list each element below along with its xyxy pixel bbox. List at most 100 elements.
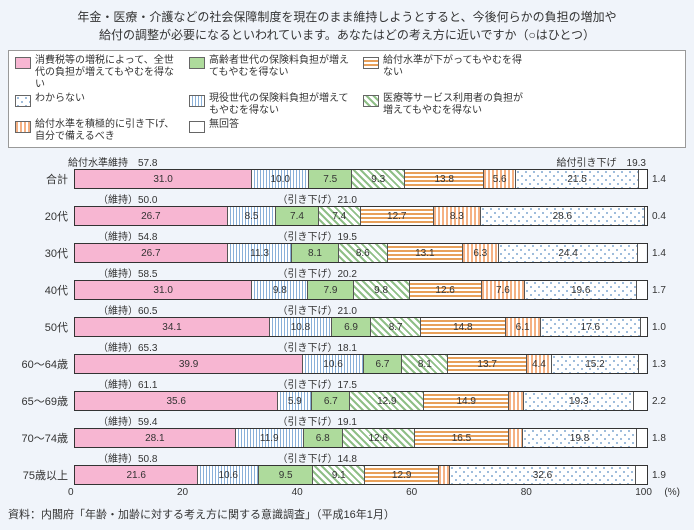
tick: 40 <box>292 487 303 498</box>
bar-wrap: 30代26.711.38.18.613.16.324.41.4 <box>8 243 686 263</box>
legend-swatch <box>189 57 205 69</box>
bar-segment <box>509 392 524 410</box>
bar-segment: 7.9 <box>308 281 353 299</box>
bar-segment: 10.6 <box>303 355 364 373</box>
bar-segment: 14.8 <box>421 318 506 336</box>
legend-item: 給付水準を積極的に引き下げ、自分で備えるべき <box>15 119 175 143</box>
reduce-pct: （引き下げ）19.1 <box>277 413 356 428</box>
bar-wrap: 20代26.78.57.47.412.78.328.60.4 <box>8 206 686 226</box>
reduce-pct: （引き下げ）21.0 <box>277 191 356 206</box>
chart-row: （維持）54.8（引き下げ）19.530代26.711.38.18.613.16… <box>8 228 686 263</box>
maintain-pct: （維持）59.4 <box>98 413 157 428</box>
legend-label: 高齢者世代の保険料負担が増えてもやむを得ない <box>209 55 349 79</box>
bar-segment: 35.6 <box>75 392 278 410</box>
tick: 60 <box>406 487 417 498</box>
bar-segment: 21.6 <box>75 466 198 484</box>
row-annotation: （維持）50.0（引き下げ）21.0 <box>8 191 686 206</box>
legend-label: 給付水準が下がってもやむを得ない <box>383 55 523 79</box>
chart-row: （維持）58.5 （引き下げ）20.240代31.09.87.99.812.67.… <box>8 265 686 300</box>
legend-swatch <box>363 57 379 69</box>
bar-segment <box>645 207 647 225</box>
legend-swatch <box>189 121 205 133</box>
no-answer-value: 1.8 <box>648 433 686 444</box>
y-label: 合計 <box>8 171 74 187</box>
bar-segment: 7.6 <box>482 281 525 299</box>
title-line-1: 年金・医療・介護などの社会保障制度を現在のまま維持しようとすると、今後何らかの負… <box>77 10 616 24</box>
y-label: 70～74歳 <box>8 430 74 446</box>
chart-row: （維持）61.1（引き下げ）17.565～69歳35.65.96.712.914… <box>8 376 686 411</box>
bar-segment: 19.8 <box>523 429 636 447</box>
bar-segment: 10.8 <box>270 318 332 336</box>
bar-segment: 26.7 <box>75 207 228 225</box>
bar-segment: 21.5 <box>516 170 639 188</box>
legend-label: 消費税等の増税によって、全世代の負担が増えてもやむを得ない <box>35 55 175 91</box>
no-answer-value: 1.4 <box>648 248 686 259</box>
chart-row: 合計31.010.07.59.313.85.621.51.4 <box>8 169 686 189</box>
summary-labels: 給付水準維持 57.8 給付引き下げ 19.3 <box>8 154 686 169</box>
legend-item: 現役世代の保険料負担が増えてもやむを得ない <box>189 93 349 117</box>
stacked-bar: 28.111.96.812.616.519.8 <box>74 428 648 448</box>
chart-row: （維持）50.8（引き下げ）14.875歳以上21.610.69.59.112.… <box>8 450 686 485</box>
legend-swatch <box>189 95 205 107</box>
bar-segment: 12.6 <box>410 281 482 299</box>
bar-segment: 9.3 <box>352 170 405 188</box>
bar-segment: 13.7 <box>448 355 526 373</box>
bar-segment <box>509 429 523 447</box>
bar-segment <box>634 392 647 410</box>
legend-item: 高齢者世代の保険料負担が増えてもやむを得ない <box>189 55 349 91</box>
legend-label: 現役世代の保険料負担が増えてもやむを得ない <box>209 93 349 117</box>
bar-segment: 5.6 <box>484 170 516 188</box>
legend-swatch <box>15 95 31 107</box>
bar-segment: 8.1 <box>292 244 338 262</box>
bar-segment: 15.2 <box>552 355 639 373</box>
legend-label: 給付水準を積極的に引き下げ、自分で備えるべき <box>35 119 175 143</box>
no-answer-value: 0.4 <box>648 211 686 222</box>
maintain-pct: （維持）58.5 <box>98 265 157 280</box>
bar-segment: 6.7 <box>312 392 350 410</box>
chart-row: （維持）65.3（引き下げ）18.160～64歳39.910.66.78.113… <box>8 339 686 374</box>
bar-segment: 39.9 <box>75 355 303 373</box>
stacked-bar: 31.010.07.59.313.85.621.5 <box>74 169 648 189</box>
bar-segment: 8.6 <box>339 244 388 262</box>
axis-unit: (%) <box>664 487 680 498</box>
row-annotation: （維持）65.3（引き下げ）18.1 <box>8 339 686 354</box>
bar-wrap: 65～69歳35.65.96.712.914.919.32.2 <box>8 391 686 411</box>
y-label: 30代 <box>8 245 74 261</box>
maintain-label: 給付水準維持 57.8 <box>68 154 157 169</box>
source-citation: 資料：内閣府「年齢・加齢に対する考え方に関する意識調査」（平成16年1月） <box>8 506 686 522</box>
stacked-bar: 34.110.86.98.714.86.117.6 <box>74 317 648 337</box>
bar-segment: 6.7 <box>364 355 402 373</box>
reduce-pct: （引き下げ）19.5 <box>277 228 356 243</box>
reduce-pct: （引き下げ）20.2 <box>277 265 356 280</box>
bar-segment: 7.4 <box>276 207 318 225</box>
maintain-pct: （維持）50.8 <box>98 450 157 465</box>
row-annotation: （維持）60.5（引き下げ）21.0 <box>8 302 686 317</box>
bar-segment: 8.5 <box>228 207 277 225</box>
rows-container: 合計31.010.07.59.313.85.621.51.4（維持）50.0（引… <box>8 169 686 485</box>
y-label: 65～69歳 <box>8 393 74 409</box>
stacked-bar: 35.65.96.712.914.919.3 <box>74 391 648 411</box>
row-annotation: （維持）50.8（引き下げ）14.8 <box>8 450 686 465</box>
legend-swatch <box>15 121 31 133</box>
bar-segment: 8.3 <box>434 207 481 225</box>
bar-segment: 26.7 <box>75 244 228 262</box>
row-annotation: （維持）58.5 （引き下げ）20.2 <box>8 265 686 280</box>
y-label: 50代 <box>8 319 74 335</box>
no-answer-value: 1.9 <box>648 470 686 481</box>
bar-segment: 8.1 <box>402 355 448 373</box>
y-label: 75歳以上 <box>8 467 74 483</box>
maintain-pct: （維持）65.3 <box>98 339 157 354</box>
bar-segment: 4.4 <box>527 355 552 373</box>
stacked-bar: 31.09.87.99.812.67.619.6 <box>74 280 648 300</box>
bar-segment: 8.7 <box>371 318 421 336</box>
bar-segment: 32.6 <box>450 466 636 484</box>
legend-item: わからない <box>15 93 175 117</box>
bar-wrap: 40代31.09.87.99.812.67.619.61.7 <box>8 280 686 300</box>
bar-segment: 6.9 <box>332 318 371 336</box>
no-answer-value: 1.7 <box>648 285 686 296</box>
bar-segment: 5.9 <box>278 392 312 410</box>
chart-row: （維持）59.4 （引き下げ）19.1 70～74歳28.111.96.812.61… <box>8 413 686 448</box>
bar-wrap: 50代34.110.86.98.714.86.117.61.0 <box>8 317 686 337</box>
bar-segment: 13.1 <box>388 244 463 262</box>
legend-label: わからない <box>35 93 85 105</box>
